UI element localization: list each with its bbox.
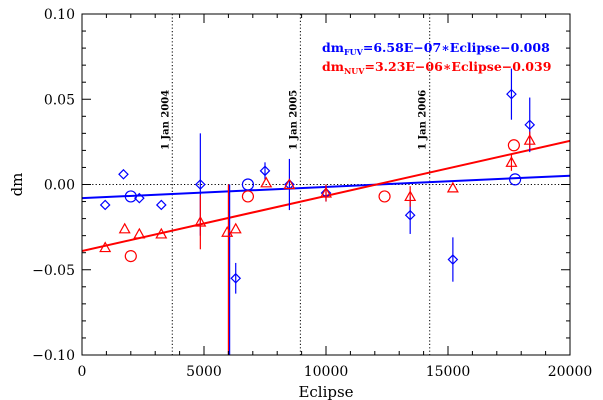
data-point-triangle-nuv [194,215,207,227]
data-point-triangle-nuv [446,181,459,193]
y-tick-label: −0.10 [32,348,75,364]
data-point-circle-fuv [124,190,137,203]
y-tick-label: −0.05 [32,263,75,279]
data-point-diamond-fuv [194,179,206,190]
data-point-diamond-fuv [259,165,271,177]
fit-equation-label-fuv: dmFUV=6.58E−07∗Eclipse−0.008 [322,40,550,57]
data-point-triangle-nuv [99,241,112,253]
data-point-triangle-nuv [133,227,146,239]
x-tick-label: 10000 [304,364,349,380]
data-point-triangle-nuv [118,222,131,234]
data-point-diamond-fuv [118,168,129,180]
data-point-triangle-nuv [404,190,417,202]
fit-equation-label-nuv: dmNUV=3.23E−06∗Eclipse−0.039 [322,59,551,76]
data-point-diamond-fuv [230,272,242,284]
data-markers [99,68,536,355]
data-point-diamond-fuv [524,119,536,131]
axes [81,13,571,356]
data-point-diamond-fuv [404,209,416,221]
y-tick-label: 0.05 [44,92,75,108]
data-point-triangle-nuv [505,156,518,167]
data-point-circle-nuv [507,139,520,152]
data-point-circle-nuv [241,190,255,203]
data-point-triangle-nuv [155,227,168,239]
reference-lines [82,14,570,355]
data-point-triangle-nuv [221,226,234,237]
data-point-triangle-nuv [283,178,296,190]
data-point-circle-fuv [241,178,255,191]
data-point-triangle-nuv [229,222,242,234]
x-tick-label: 0 [78,364,87,380]
data-point-triangle-nuv [523,133,536,145]
x-tick-label: 20000 [548,364,593,380]
data-point-circle-nuv [124,250,137,263]
x-tick-label: 5000 [186,364,222,380]
data-point-triangle-nuv [260,176,273,188]
data-point-circle-fuv [508,173,522,186]
data-point-diamond-fuv [99,199,111,211]
data-point-diamond-fuv [447,254,459,265]
x-axis-label: Eclipse [298,383,353,400]
y-tick-label: 0.00 [44,178,75,194]
y-tick-label: 0.10 [44,7,75,23]
y-axis-label: dm [8,173,26,197]
data-point-circle-nuv [378,190,391,203]
data-point-diamond-fuv [155,199,167,211]
data-point-triangle-nuv [319,186,333,198]
data-point-diamond-fuv [506,88,517,100]
ref-line-label: 1 Jan 2004 [160,90,171,150]
x-tick-label: 15000 [426,364,471,380]
ref-line-label: 1 Jan 2005 [288,90,299,150]
chart-text: 1 Jan 2004 1 Jan 2005 1 Jan 2006 0 5000 10000… [8,7,592,400]
ref-line-label: 1 Jan 2006 [418,90,429,150]
